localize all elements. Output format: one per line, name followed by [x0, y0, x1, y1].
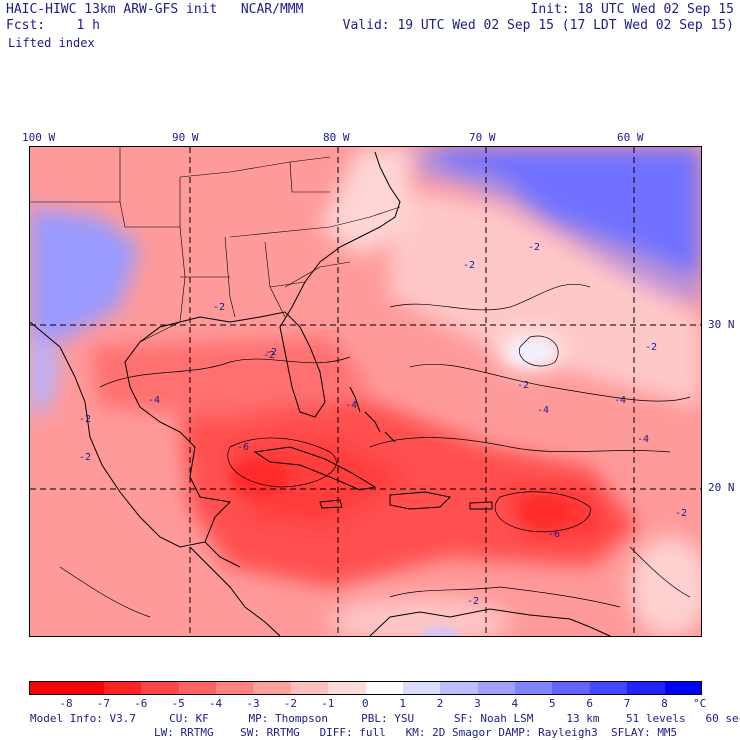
contour-label: -6 — [237, 442, 250, 453]
colorbar-tick-label: 7 — [623, 697, 631, 710]
lon-label-60w: 60 W — [617, 131, 644, 144]
colorbar-tick-label: 4 — [511, 697, 519, 710]
stable-region-texas — [30, 207, 140, 347]
colorbar-tick-label: 8 — [661, 697, 668, 710]
contour-label: -2 — [675, 508, 688, 519]
colorbar-swatch — [589, 681, 628, 695]
colorbar-tick-label: 0 — [362, 697, 369, 710]
contour-label: -4 — [637, 434, 650, 445]
contour-label: -2 — [645, 342, 658, 353]
colorbar-tick-label: 5 — [548, 697, 556, 710]
colorbar-unit: °C — [693, 697, 707, 710]
colorbar-tick-label: -7 — [96, 697, 111, 710]
contour-label: -2 — [263, 350, 276, 361]
colorbar-swatch — [440, 681, 479, 695]
model-title: HAIC-HIWC 13km ARW-GFS init NCAR/MMM — [6, 2, 304, 17]
contour-label: -2 — [463, 260, 476, 271]
colorbar-tick-label: -6 — [134, 697, 148, 710]
colorbar-swatch — [328, 681, 366, 695]
lon-label-70w: 70 W — [469, 131, 496, 144]
colorbar-tick-label: 2 — [436, 697, 444, 710]
lifted-index-map — [29, 146, 702, 637]
lon-label-90w: 90 W — [172, 131, 199, 144]
colorbar-tick-label: 6 — [586, 697, 593, 710]
forecast-hour: Fcst: 1 h — [6, 18, 100, 33]
colorbar-tick-label: -1 — [321, 697, 335, 710]
colorbar-tick-label: -4 — [208, 697, 223, 710]
colorbar-tick-label: -5 — [171, 697, 185, 710]
colorbar-swatch — [66, 681, 105, 695]
contour-label: -2 — [517, 380, 530, 391]
init-time: Init: 18 UTC Wed 02 Sep 15 — [530, 2, 735, 17]
contour-label: -4 — [148, 395, 161, 406]
field-name: Lifted index — [8, 36, 95, 50]
contour-label: -4 — [537, 405, 550, 416]
lat-lon-grid — [30, 147, 701, 636]
colorbar-tick-label: 1 — [399, 697, 406, 710]
contour-label: -2 — [213, 302, 226, 313]
lon-label-100w: 100 W — [22, 131, 56, 144]
colorbar-swatch — [29, 681, 67, 695]
contour-lines — [59, 283, 691, 618]
lon-label-80w: 80 W — [323, 131, 350, 144]
colorbar-swatch — [215, 681, 254, 695]
contour-label: -2 — [528, 242, 541, 253]
colorbar-swatch — [103, 681, 142, 695]
colorbar-swatch — [477, 681, 516, 695]
colorbar-swatch — [141, 681, 180, 695]
colorbar-tick-label: -2 — [283, 697, 297, 710]
contour-label: -2 — [79, 414, 92, 425]
colorbar-tick-label: -3 — [246, 697, 260, 710]
colorbar-swatch — [664, 681, 703, 695]
contour-label: -2 — [79, 452, 92, 463]
colorbar-swatch — [515, 681, 553, 695]
colorbar-swatch — [402, 681, 441, 695]
coastlines — [30, 151, 611, 636]
colorbar-swatch — [290, 681, 329, 695]
model-info-line-1: Model Info: V3.7 CU: KF MP: Thompson PBL… — [30, 712, 740, 725]
lat-label-30n: 30 N — [708, 318, 735, 331]
colorbar-swatch — [552, 681, 591, 695]
contour-label: -2 — [467, 596, 480, 607]
contour-label: -2 — [265, 347, 278, 358]
contour-label: -4 — [345, 400, 358, 411]
colorbar-swatch — [365, 681, 404, 695]
colorbar-swatch — [253, 681, 292, 695]
colorbar-border — [29, 681, 702, 695]
contour-label: -6 — [548, 529, 561, 540]
colorbar — [29, 681, 703, 695]
lat-label-20n: 20 N — [708, 481, 735, 494]
colorbar-tick-label: 3 — [474, 697, 481, 710]
model-info-line-2: LW: RRTMG SW: RRTMG DIFF: full KM: 2D Sm… — [154, 726, 678, 739]
colorbar-swatch — [627, 681, 666, 695]
colorbar-swatch — [178, 681, 217, 695]
state-borders — [30, 147, 401, 343]
colorbar-tick-label: -8 — [59, 697, 73, 710]
contour-label: -4 — [614, 395, 627, 406]
valid-time: Valid: 19 UTC Wed 02 Sep 15 (17 LDT Wed … — [342, 18, 734, 33]
